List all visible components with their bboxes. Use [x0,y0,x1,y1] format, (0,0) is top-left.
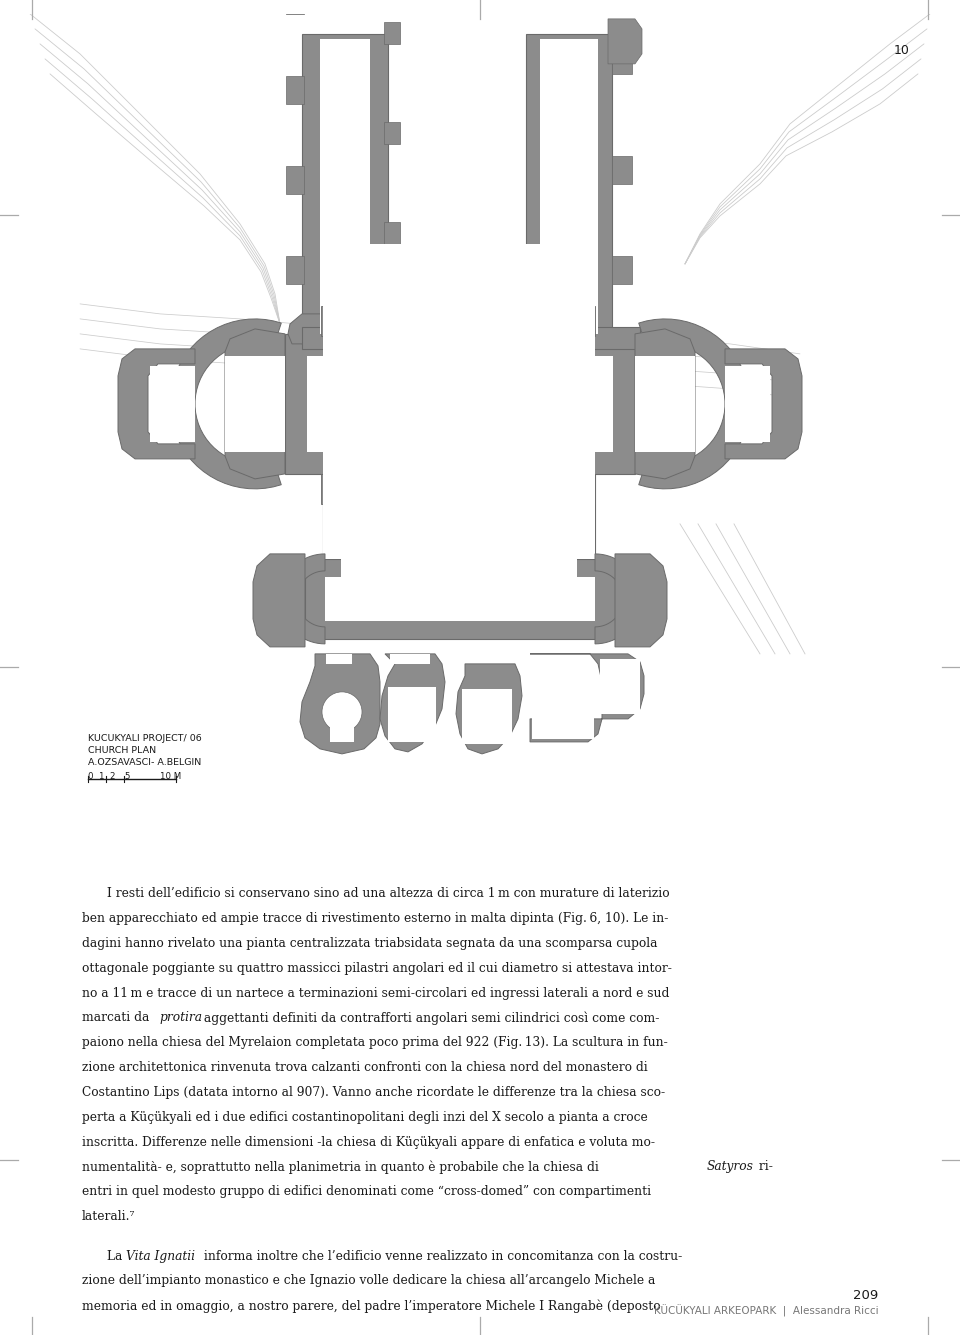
Text: Vita Ignatii: Vita Ignatii [126,1250,195,1263]
Text: 209: 209 [853,1288,878,1302]
Polygon shape [225,328,285,479]
Bar [390,654,430,663]
Bar [341,354,577,579]
Polygon shape [380,654,445,752]
Text: La: La [108,1250,127,1263]
Bar [526,33,612,344]
Bar [384,21,400,44]
Polygon shape [170,319,281,489]
Text: KÜCÜKYALI ARKEOPARK  |  Alessandra Ricci: KÜCÜKYALI ARKEOPARK | Alessandra Ricci [654,1304,878,1318]
Text: perta a Küçükyali ed i due edifici costantinopolitani degli inzi del X secolo a : perta a Küçükyali ed i due edifici costa… [82,1111,647,1124]
Bar [558,306,595,336]
Text: Satyros: Satyros [708,1160,754,1173]
Text: I resti dell’edificio si conservano sino ad una altezza di circa 1 m con muratur: I resti dell’edificio si conservano sino… [108,888,670,900]
Bar [540,39,598,334]
Text: zione dell’impianto monastico e che Ignazio volle dedicare la chiesa all’arcange: zione dell’impianto monastico e che Igna… [82,1275,655,1287]
Bar [635,356,695,451]
Text: Costantino Lips (datata intorno al 907). Vanno anche ricordate le differenze tra: Costantino Lips (datata intorno al 907).… [82,1085,664,1099]
Bar [600,659,640,714]
Polygon shape [635,328,695,479]
Bar [286,76,304,104]
Text: ottagonale poggiante su quattro massicci pilastri angolari ed il cui diametro si: ottagonale poggiante su quattro massicci… [82,961,671,975]
Polygon shape [608,19,642,64]
Polygon shape [253,554,305,647]
Text: informa inoltre che l’edificio venne realizzato in concomitanza con la costru-: informa inoltre che l’edificio venne rea… [201,1250,683,1263]
Text: entri in quel modesto gruppo di edifici denominati come “cross-domed” con compar: entri in quel modesto gruppo di edifici … [82,1185,651,1197]
Text: protira: protira [159,1012,203,1024]
Text: no a 11 m e tracce di un nartece a terminazioni semi-circolari ed ingressi later: no a 11 m e tracce di un nartece a termi… [82,987,669,1000]
Text: aggettanti definiti da contrafforti angolari semi cilindrici così come com-: aggettanti definiti da contrafforti ango… [200,1012,659,1025]
Text: KUCUKYALI PROJECT/ 06: KUCUKYALI PROJECT/ 06 [88,734,202,742]
Bar [612,45,632,73]
Bar [305,559,615,639]
Text: CHURCH PLAN: CHURCH PLAN [88,746,156,754]
Text: memoria ed in omaggio, a nostro parere, del padre l’imperatore Michele I Rangabè: memoria ed in omaggio, a nostro parere, … [82,1299,660,1312]
Polygon shape [456,663,522,754]
Bar [330,717,354,742]
Bar [341,554,577,609]
Bar [286,256,304,284]
Circle shape [322,692,362,732]
Bar [302,33,388,344]
Bar [458,344,462,599]
Bar [612,156,632,184]
Bar [558,474,595,503]
Polygon shape [530,654,644,742]
Polygon shape [300,654,380,754]
Bar [302,327,640,348]
Bar [612,256,632,284]
Text: 0  1  2: 0 1 2 [88,772,115,781]
Text: paiono nella chiesa del Myrelaion completata poco prima del 922 (Fig. 13). La sc: paiono nella chiesa del Myrelaion comple… [82,1036,667,1049]
Bar [384,222,400,244]
Polygon shape [725,348,802,459]
Bar [388,688,436,742]
Bar [325,577,595,621]
Bar [285,334,635,474]
Text: numentalità- e, soprattutto nella planimetria in quanto è probabile che la chies: numentalità- e, soprattutto nella planim… [82,1160,602,1173]
Polygon shape [638,319,750,489]
Text: dagini hanno rivelato una pianta centralizzata triabsidata segnata da una scompa: dagini hanno rivelato una pianta central… [82,937,657,951]
Bar [225,356,285,451]
Bar [384,121,400,144]
Bar [280,402,640,406]
Text: laterali.⁷: laterali.⁷ [82,1210,135,1223]
Text: 5: 5 [124,772,130,781]
Bar [462,689,512,744]
Bar [323,244,595,559]
Text: ri-: ri- [755,1160,773,1173]
Bar [321,306,358,336]
Bar [323,348,595,583]
Bar [725,366,770,442]
Text: A.OZSAVASCI- A.BELGIN: A.OZSAVASCI- A.BELGIN [88,758,202,766]
Bar [150,366,195,442]
Bar [286,0,304,13]
Text: marcati da: marcati da [82,1012,153,1024]
Bar [286,166,304,194]
Text: ben apparecchiato ed ampie tracce di rivestimento esterno in malta dipinta (Fig.: ben apparecchiato ed ampie tracce di riv… [82,912,668,925]
Bar [320,39,370,334]
Bar [532,684,594,738]
Text: inscritta. Differenze nelle dimensioni -la chiesa di Küçükyali appare di enfatic: inscritta. Differenze nelle dimensioni -… [82,1136,655,1148]
Polygon shape [288,314,402,344]
Text: 10 M: 10 M [160,772,181,781]
Text: 10: 10 [894,44,910,57]
Bar [307,356,613,451]
Polygon shape [118,348,195,459]
Polygon shape [615,554,667,647]
Text: zione architettonica rinvenuta trova calzanti confronti con la chiesa nord del m: zione architettonica rinvenuta trova cal… [82,1061,647,1075]
Bar [321,474,358,503]
Polygon shape [280,554,325,643]
Bar [326,654,352,663]
Polygon shape [595,554,640,643]
